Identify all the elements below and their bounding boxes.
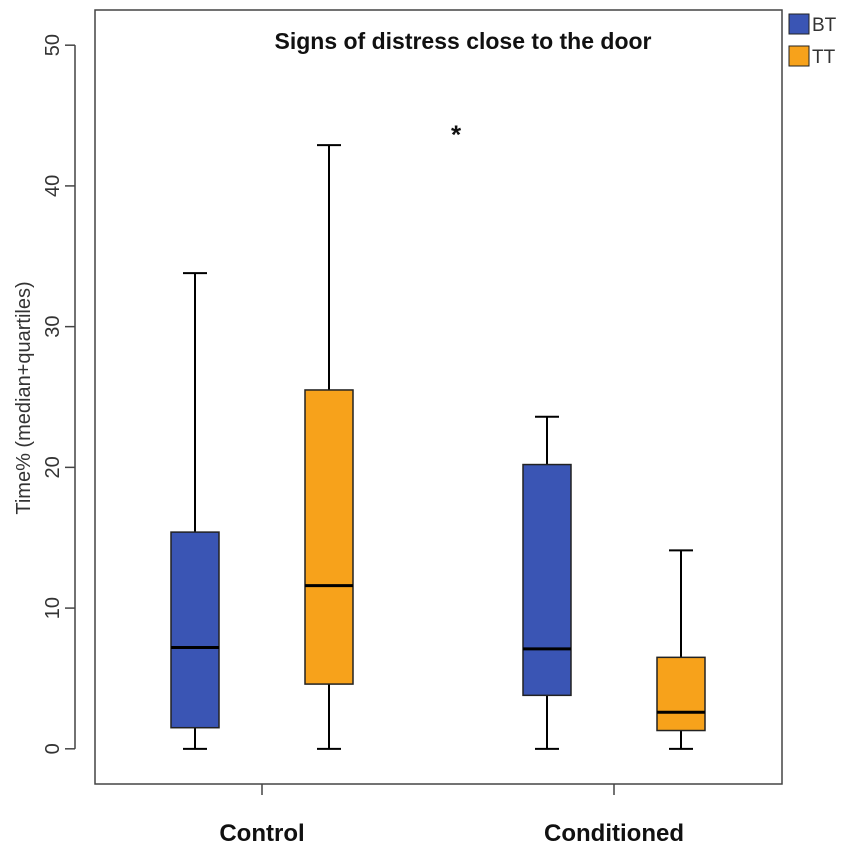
x-tick-label: Conditioned	[544, 820, 684, 847]
legend: BT TT	[788, 13, 837, 68]
y-tick-label: 40	[42, 175, 64, 197]
plot-frame	[94, 9, 783, 785]
legend-swatch	[788, 13, 810, 35]
y-tick-label: 50	[42, 34, 64, 56]
box-BT-control	[170, 272, 220, 750]
y-tick-label: 10	[42, 597, 64, 619]
iqr-box	[304, 389, 354, 685]
iqr-box	[522, 463, 572, 697]
chart-title: Signs of distress close to the door	[274, 28, 651, 54]
box-TT-conditioned	[656, 549, 706, 750]
legend-label: TT	[812, 47, 836, 68]
legend-label: BT	[812, 15, 837, 36]
iqr-box	[170, 531, 220, 729]
x-axis: Control Conditioned	[219, 784, 684, 847]
legend-swatch	[788, 45, 810, 67]
annotations: *	[451, 120, 462, 150]
y-tick-label: 20	[42, 456, 64, 478]
iqr-box	[656, 656, 706, 732]
box-TT-control	[304, 144, 354, 750]
x-tick-label: Control	[219, 820, 304, 847]
boxes	[170, 144, 706, 750]
y-tick-label: 0	[42, 743, 64, 754]
box-BT-conditioned	[522, 415, 572, 750]
y-tick-label: 30	[42, 316, 64, 338]
y-axis-label: Time% (median+quartiles)	[13, 281, 35, 514]
significance-marker: *	[451, 120, 462, 150]
y-axis: 0 10 20 30 40 50	[42, 34, 76, 754]
